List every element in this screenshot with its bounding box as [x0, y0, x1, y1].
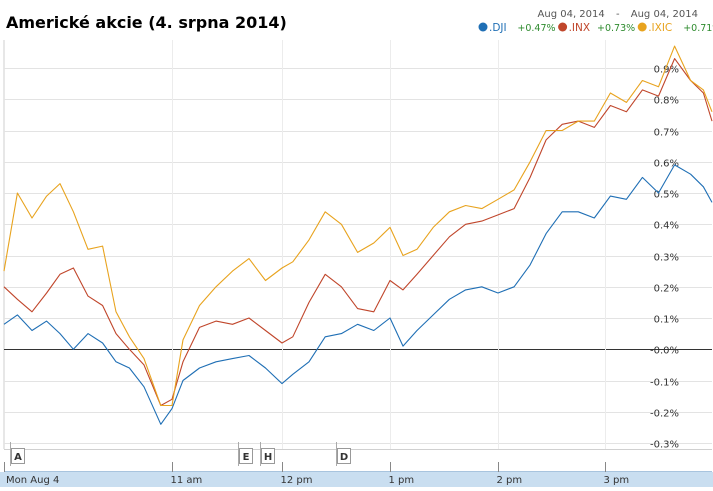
y-tick-label: 0.4% — [654, 221, 679, 232]
legend-series-name: .DJI — [489, 22, 507, 34]
legend-entry-inx[interactable]: .INX +0.73% — [558, 22, 635, 34]
y-tick-label: 0.3% — [654, 253, 679, 264]
y-tick-label: 0.8% — [654, 96, 679, 107]
legend-dot — [558, 23, 567, 32]
event-marker-label: A — [14, 452, 22, 463]
legend-dot — [479, 23, 488, 32]
x-tick-label: Mon Aug 4 — [6, 475, 59, 486]
y-tick-label: 0.2% — [654, 284, 679, 295]
legend-dot — [638, 23, 647, 32]
y-tick-label: 0.7% — [654, 128, 679, 139]
legend-series-name: .IXIC — [648, 22, 672, 34]
event-marker-label: H — [264, 452, 272, 463]
y-tick-label: -0.2% — [650, 409, 679, 420]
date-range-separator: - — [616, 9, 620, 20]
y-tick-label: 0.1% — [654, 315, 679, 326]
legend-series-change: +0.73% — [597, 23, 635, 34]
chart-title: Americké akcie (4. srpna 2014) — [6, 13, 287, 32]
x-tick-label: 1 pm — [389, 475, 415, 486]
event-marker-label: D — [340, 452, 348, 463]
x-tick-label: 11 am — [171, 475, 203, 486]
legend-series-name: .INX — [569, 22, 590, 34]
legend-series-change: +0.71% — [683, 23, 713, 34]
y-tick-label: -0.0% — [650, 346, 679, 357]
date-range-to: Aug 04, 2014 — [631, 9, 698, 20]
legend-entry-dji[interactable]: .DJI +0.47% — [479, 22, 556, 34]
y-tick-label: -0.3% — [650, 440, 679, 451]
x-tick-label: 3 pm — [604, 475, 630, 486]
y-tick-label: -0.1% — [650, 378, 679, 389]
event-marker-label: E — [243, 452, 250, 463]
y-tick-label: 0.5% — [654, 190, 679, 201]
date-range-from: Aug 04, 2014 — [538, 9, 605, 20]
x-tick-label: 2 pm — [497, 475, 523, 486]
x-tick-label: 12 pm — [281, 475, 313, 486]
date-range: Aug 04, 2014 - Aug 04, 2014 — [538, 9, 698, 20]
legend-series-change: +0.47% — [517, 23, 555, 34]
y-tick-label: 0.6% — [654, 159, 679, 170]
